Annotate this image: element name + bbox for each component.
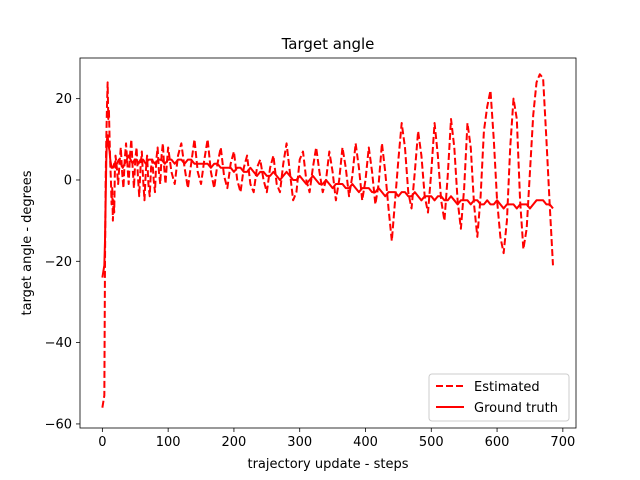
y-tick-label: −60 bbox=[45, 417, 72, 432]
x-tick-label: 700 bbox=[550, 435, 575, 450]
x-tick-label: 200 bbox=[222, 435, 247, 450]
x-tick-label: 400 bbox=[353, 435, 378, 450]
y-tick-label: 20 bbox=[55, 92, 72, 107]
y-axis: −60 −40 −20 0 20 bbox=[45, 92, 80, 432]
legend-box bbox=[428, 373, 570, 422]
x-axis: 0 100 200 300 400 500 600 700 bbox=[98, 428, 575, 450]
x-tick-label: 300 bbox=[287, 435, 312, 450]
series-layer bbox=[101, 73, 554, 408]
plot-frame bbox=[79, 57, 577, 429]
legend-estimated-label: Estimated bbox=[474, 380, 540, 395]
y-axis-label: target angle - degrees bbox=[20, 170, 35, 315]
y-tick-label: 0 bbox=[64, 173, 72, 188]
legend: Estimated Ground truth bbox=[428, 373, 570, 422]
y-tick-label: −20 bbox=[45, 255, 72, 270]
x-tick-label: 0 bbox=[98, 435, 106, 450]
x-tick-label: 100 bbox=[156, 435, 181, 450]
estimated-series-line bbox=[101, 73, 554, 408]
chart-title: Target angle bbox=[281, 35, 375, 53]
ground-truth-series-line bbox=[101, 134, 554, 278]
y-tick-label: −40 bbox=[45, 336, 72, 351]
x-tick-label: 500 bbox=[419, 435, 444, 450]
legend-ground-truth-label: Ground truth bbox=[474, 401, 558, 416]
plot-area bbox=[79, 57, 577, 429]
x-tick-label: 600 bbox=[485, 435, 510, 450]
x-axis-label: trajectory update - steps bbox=[247, 457, 408, 472]
